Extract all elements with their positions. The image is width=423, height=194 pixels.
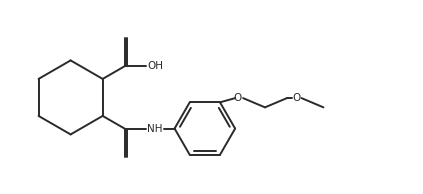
Text: O: O xyxy=(233,93,242,103)
Text: OH: OH xyxy=(147,61,163,71)
Text: NH: NH xyxy=(147,124,163,133)
Text: O: O xyxy=(292,93,300,103)
